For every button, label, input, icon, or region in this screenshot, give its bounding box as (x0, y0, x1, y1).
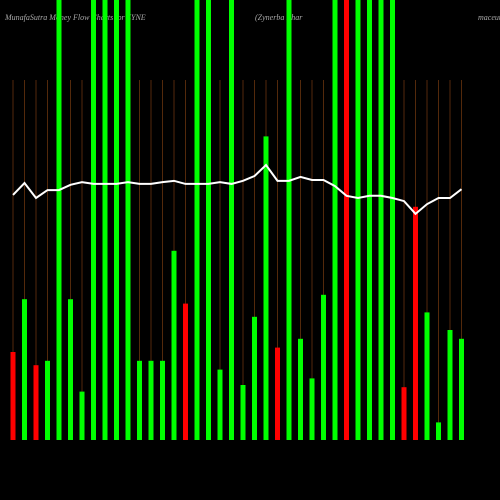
bar (206, 0, 211, 440)
bar (79, 391, 85, 440)
bar (332, 0, 338, 440)
bar (459, 338, 464, 440)
bar (45, 360, 50, 440)
chart-subtitle: (Zynerba Phar (255, 13, 303, 22)
bar (378, 0, 384, 440)
chart-subtitle-end: maceuticals (478, 13, 500, 22)
bar (447, 330, 453, 440)
bar (275, 347, 280, 440)
bar (367, 0, 372, 440)
bar (413, 206, 418, 440)
bar (286, 0, 292, 440)
bar (321, 294, 326, 440)
bar (33, 365, 39, 440)
bar (160, 360, 165, 440)
flow-line (12, 163, 463, 216)
bar (137, 360, 142, 440)
bar (183, 303, 188, 440)
bar (217, 369, 223, 440)
chart-title: MunafaSutra Money Flow Charts for ZYNE (4, 13, 146, 22)
bar (390, 0, 395, 440)
bar (240, 385, 246, 440)
bar (171, 250, 177, 440)
bar (309, 378, 315, 440)
bar (344, 0, 349, 440)
bar (229, 0, 234, 440)
bar (56, 0, 62, 440)
bar (22, 299, 27, 440)
bar (401, 387, 407, 440)
bar (252, 316, 257, 440)
bar (125, 0, 131, 440)
bar (263, 136, 269, 440)
bar (355, 0, 361, 440)
bar (91, 0, 96, 440)
bar (424, 312, 430, 440)
bar (10, 352, 16, 440)
bar (102, 0, 108, 440)
bar (298, 338, 303, 440)
bar (148, 360, 154, 440)
bar (68, 299, 73, 440)
bar (114, 0, 119, 440)
bar (194, 0, 200, 440)
bar (436, 422, 441, 440)
